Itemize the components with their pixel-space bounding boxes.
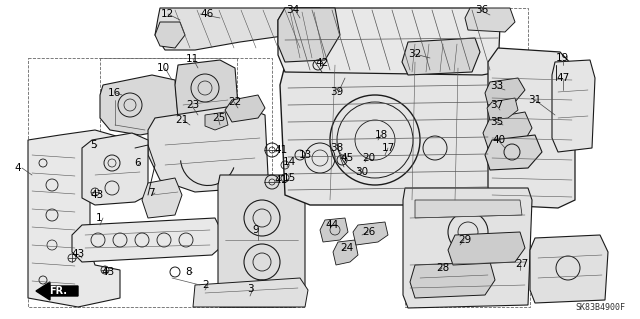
Polygon shape <box>148 105 268 192</box>
Polygon shape <box>485 135 542 170</box>
Text: 4: 4 <box>14 163 20 173</box>
Text: 17: 17 <box>382 143 396 153</box>
Polygon shape <box>100 75 178 135</box>
Text: 1: 1 <box>96 213 102 223</box>
Polygon shape <box>225 95 265 122</box>
Text: 7: 7 <box>148 188 155 198</box>
Text: 46: 46 <box>200 9 213 19</box>
Polygon shape <box>175 60 238 128</box>
Polygon shape <box>353 222 388 245</box>
Bar <box>100 58 237 152</box>
Text: SK83B4900F: SK83B4900F <box>575 303 625 312</box>
Text: 30: 30 <box>355 167 368 177</box>
Text: 11: 11 <box>186 54 199 64</box>
Text: 18: 18 <box>375 130 388 140</box>
Text: 15: 15 <box>283 173 296 183</box>
Polygon shape <box>465 8 515 32</box>
Text: 44: 44 <box>325 220 339 230</box>
Text: 31: 31 <box>528 95 541 105</box>
Polygon shape <box>403 188 532 308</box>
Text: 10: 10 <box>157 63 170 73</box>
Bar <box>28 58 272 307</box>
Polygon shape <box>193 278 308 307</box>
Text: 37: 37 <box>490 100 503 110</box>
Polygon shape <box>142 178 182 218</box>
Polygon shape <box>415 200 522 218</box>
Text: 8: 8 <box>185 267 191 277</box>
Polygon shape <box>488 48 575 208</box>
Polygon shape <box>278 8 340 62</box>
Text: 24: 24 <box>340 243 353 253</box>
FancyArrow shape <box>36 282 78 300</box>
Text: 25: 25 <box>212 113 225 123</box>
Bar <box>284 8 528 203</box>
Text: 23: 23 <box>186 100 199 110</box>
Polygon shape <box>410 262 495 298</box>
Text: 43: 43 <box>71 249 84 259</box>
Text: 21: 21 <box>175 115 188 125</box>
Text: 28: 28 <box>436 263 449 273</box>
Bar <box>405 188 530 307</box>
Polygon shape <box>485 78 525 105</box>
Text: 45: 45 <box>340 153 353 163</box>
Polygon shape <box>483 112 532 148</box>
Polygon shape <box>333 240 358 265</box>
Text: 5: 5 <box>90 140 97 150</box>
Text: 6: 6 <box>134 158 141 168</box>
Text: 39: 39 <box>330 87 343 97</box>
Bar <box>219 175 304 307</box>
Polygon shape <box>218 175 305 307</box>
Text: 36: 36 <box>475 5 488 15</box>
Polygon shape <box>155 22 185 48</box>
Text: 29: 29 <box>458 235 471 245</box>
Text: 14: 14 <box>283 157 296 167</box>
Text: 34: 34 <box>286 5 300 15</box>
Polygon shape <box>155 8 320 50</box>
Polygon shape <box>448 232 525 265</box>
Text: 41: 41 <box>274 145 287 155</box>
Text: 2: 2 <box>202 280 209 290</box>
Text: 43: 43 <box>101 267 115 277</box>
Text: FR.: FR. <box>49 286 67 296</box>
Text: 16: 16 <box>108 88 121 98</box>
Polygon shape <box>72 218 220 262</box>
Text: 19: 19 <box>556 53 569 63</box>
Polygon shape <box>402 38 480 75</box>
Text: 42: 42 <box>315 58 328 68</box>
Text: 12: 12 <box>161 9 174 19</box>
Text: 3: 3 <box>247 284 253 294</box>
Text: 27: 27 <box>515 259 528 269</box>
Polygon shape <box>487 98 518 120</box>
Text: 35: 35 <box>490 117 503 127</box>
Text: 9: 9 <box>252 225 259 235</box>
Text: 26: 26 <box>362 227 375 237</box>
Text: 13: 13 <box>299 150 312 160</box>
Polygon shape <box>28 130 130 307</box>
Polygon shape <box>530 235 608 303</box>
Polygon shape <box>280 55 495 205</box>
Text: 41: 41 <box>274 175 287 185</box>
Text: 32: 32 <box>408 49 421 59</box>
Polygon shape <box>82 133 148 205</box>
Text: 22: 22 <box>228 97 241 107</box>
Text: 47: 47 <box>556 73 569 83</box>
Text: 40: 40 <box>492 135 505 145</box>
Polygon shape <box>552 60 595 152</box>
Polygon shape <box>320 218 348 242</box>
Polygon shape <box>278 8 500 75</box>
Text: 20: 20 <box>362 153 375 163</box>
Polygon shape <box>205 112 228 130</box>
Text: 43: 43 <box>90 190 103 200</box>
Text: 33: 33 <box>490 81 503 91</box>
Text: 38: 38 <box>330 143 343 153</box>
